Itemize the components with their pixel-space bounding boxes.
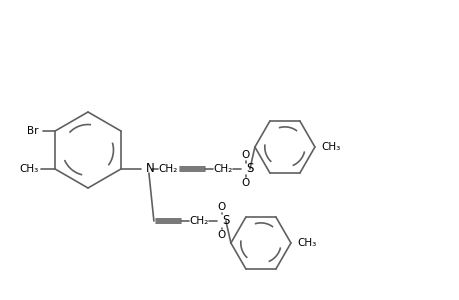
Text: N: N	[146, 163, 154, 176]
Text: CH₂: CH₂	[158, 164, 177, 174]
Text: CH₂: CH₂	[213, 164, 232, 174]
Text: O: O	[217, 230, 225, 240]
Text: Br: Br	[27, 126, 39, 136]
Text: CH₂: CH₂	[189, 216, 208, 226]
Text: S: S	[221, 214, 229, 227]
Text: O: O	[217, 202, 225, 212]
Text: O: O	[241, 150, 250, 160]
Text: O: O	[241, 178, 250, 188]
Text: CH₃: CH₃	[19, 164, 39, 174]
Text: CH₃: CH₃	[297, 238, 316, 248]
Text: CH₃: CH₃	[320, 142, 340, 152]
Text: S: S	[246, 163, 253, 176]
